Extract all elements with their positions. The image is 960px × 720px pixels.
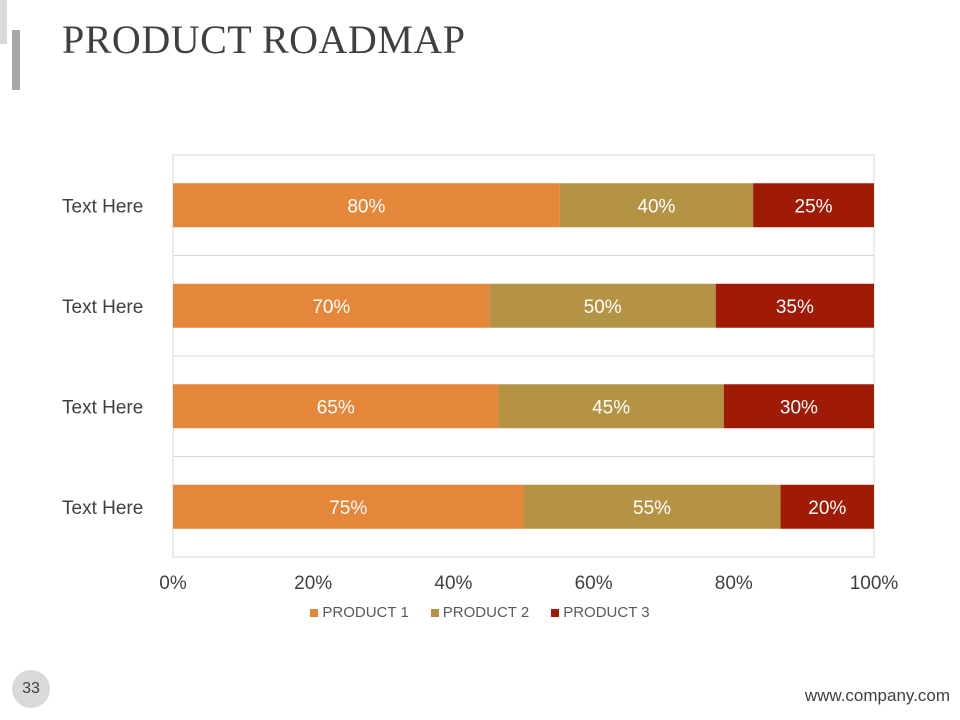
legend-label-product-3: PRODUCT 3	[563, 604, 650, 621]
category-label: Text Here	[62, 498, 143, 519]
data-label: 75%	[329, 498, 367, 519]
data-label: 45%	[592, 397, 630, 418]
legend-item-product-2: PRODUCT 2	[430, 604, 530, 621]
legend-item-product-3: PRODUCT 3	[551, 604, 650, 621]
data-label: 30%	[780, 397, 818, 418]
x-tick-label: 60%	[575, 573, 613, 594]
legend-label-product-2: PRODUCT 2	[442, 604, 530, 621]
data-label: 80%	[347, 196, 385, 217]
data-label: 40%	[637, 196, 675, 217]
data-label: 55%	[633, 498, 671, 519]
bar-segment-product-1	[173, 283, 490, 328]
category-label: Text Here	[62, 196, 143, 217]
data-label: 25%	[795, 196, 833, 217]
category-label: Text Here	[62, 297, 143, 318]
bar-segment-product-1	[173, 183, 560, 228]
legend-swatch-product-2	[430, 608, 439, 617]
data-label: 65%	[317, 397, 355, 418]
footer-url: www.company.com	[804, 686, 950, 705]
data-label: 50%	[584, 297, 622, 318]
x-tick-label: 40%	[434, 573, 472, 594]
bar-segment-product-3	[715, 283, 874, 328]
x-tick-label: 80%	[715, 573, 753, 594]
x-tick-label: 20%	[294, 573, 332, 594]
data-label: 35%	[776, 297, 814, 318]
accent-bar-light	[0, 0, 7, 44]
bar-segment-product-3	[723, 384, 874, 429]
x-tick-label: 100%	[850, 573, 899, 594]
bar-segment-product-2	[523, 484, 781, 529]
legend-label-product-1: PRODUCT 1	[322, 604, 409, 621]
bar-segment-product-2	[489, 283, 716, 328]
legend-swatch-product-1	[310, 608, 319, 617]
bar-segment-product-2	[559, 183, 754, 228]
bar-segment-product-3	[753, 183, 874, 228]
data-label: 70%	[312, 297, 350, 318]
bar-segment-product-2	[498, 384, 724, 429]
bar-segment-product-1	[173, 384, 499, 429]
bar-segment-product-1	[173, 484, 524, 529]
chart-legend: PRODUCT 1 PRODUCT 2 PRODUCT 3	[0, 604, 960, 621]
legend-item-product-1: PRODUCT 1	[310, 604, 409, 621]
legend-swatch-product-3	[551, 608, 560, 617]
data-label: 20%	[808, 498, 846, 519]
x-tick-label: 0%	[159, 573, 187, 594]
slide-title: PRODUCT ROADMAP	[62, 17, 466, 62]
accent-bar-dark	[12, 30, 20, 90]
page-number-badge: 33	[12, 670, 50, 708]
bar-segment-product-3	[780, 484, 874, 529]
category-label: Text Here	[62, 397, 143, 418]
